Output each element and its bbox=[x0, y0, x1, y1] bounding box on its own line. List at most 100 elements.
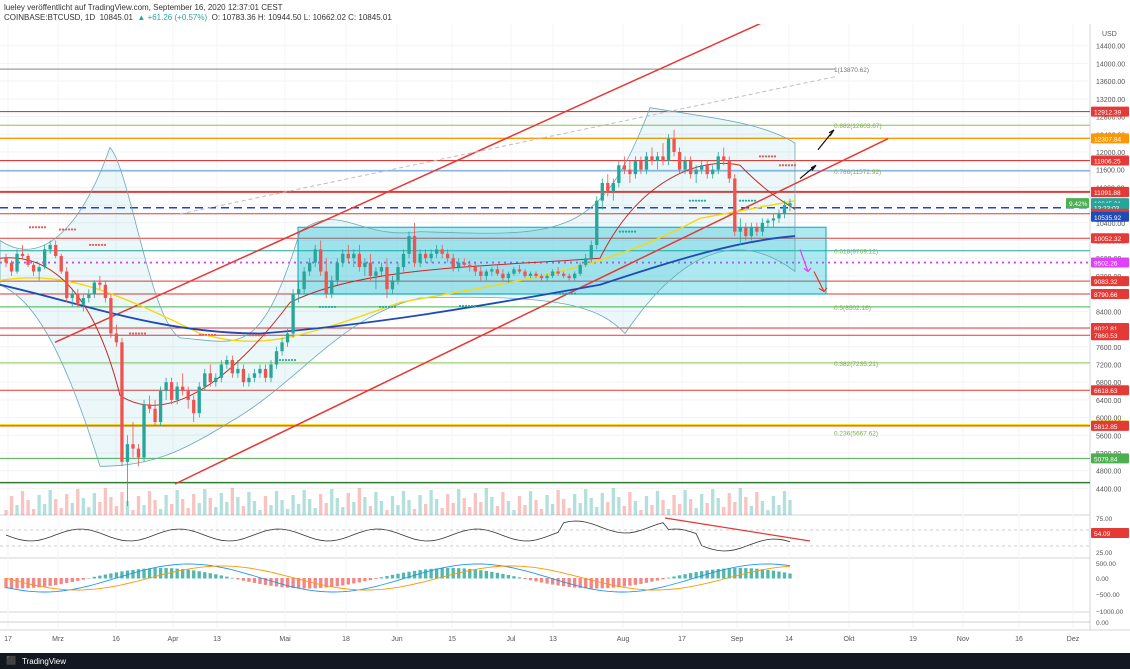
macd-hist bbox=[357, 578, 362, 583]
candle-body bbox=[661, 156, 665, 161]
y-tick-label: 8400.00 bbox=[1096, 309, 1121, 316]
macd-hist bbox=[468, 568, 472, 579]
candle-body bbox=[98, 282, 102, 285]
macd-hist bbox=[175, 568, 179, 579]
brand-label[interactable]: TradingView bbox=[22, 657, 67, 666]
macd-hist bbox=[114, 572, 119, 579]
macd-hist bbox=[147, 568, 152, 579]
candle-body bbox=[517, 269, 522, 272]
volume-bar bbox=[186, 508, 190, 515]
candle-body bbox=[446, 253, 450, 259]
volume-bar bbox=[390, 496, 395, 515]
volume-bar bbox=[37, 495, 41, 515]
macd-hist bbox=[434, 568, 439, 579]
macd-hist bbox=[203, 572, 207, 579]
x-tick-label: 14 bbox=[785, 636, 793, 643]
candle-body bbox=[744, 227, 748, 237]
symbol-name[interactable]: COINBASE:BTCUSD, 1D bbox=[4, 13, 96, 22]
sar-dot bbox=[470, 304, 474, 308]
candle-body bbox=[131, 444, 135, 449]
price-tag bbox=[1091, 420, 1129, 431]
macd-hist bbox=[722, 568, 726, 579]
candle-body bbox=[738, 227, 742, 232]
macd-hist bbox=[490, 571, 494, 579]
candle-body bbox=[639, 160, 643, 170]
macd-hist bbox=[550, 578, 555, 585]
volume-bar bbox=[247, 492, 251, 515]
macd-hist bbox=[70, 578, 74, 583]
y-tick-label: 10400.00 bbox=[1096, 221, 1125, 228]
volume-bar bbox=[153, 500, 157, 515]
price-tag-text: 12912.39 bbox=[1094, 110, 1121, 117]
volume-bar bbox=[175, 490, 179, 515]
candle-body bbox=[556, 271, 560, 274]
candle-body bbox=[153, 408, 157, 423]
candle-body bbox=[59, 256, 63, 272]
y-tick-label: 6800.00 bbox=[1096, 380, 1121, 387]
macd-hist bbox=[760, 569, 765, 579]
price-chart[interactable]: 1(13870.62) 0.882(12603.67) 0.786(11572.92… bbox=[0, 24, 1130, 653]
macd-hist bbox=[694, 572, 698, 579]
candle-body bbox=[688, 160, 693, 175]
volume-bar bbox=[76, 489, 80, 515]
volume-bar bbox=[131, 510, 135, 515]
candle-body bbox=[285, 333, 290, 343]
volume-bar bbox=[633, 501, 638, 515]
macd-hist bbox=[639, 578, 643, 584]
price-tag-text: 11091.88 bbox=[1094, 190, 1121, 197]
y-tick-label: 6000.00 bbox=[1096, 416, 1121, 423]
volume-bar bbox=[258, 510, 262, 515]
volume-bar bbox=[771, 496, 776, 515]
macd-hist bbox=[429, 568, 433, 579]
candle-body bbox=[363, 262, 367, 268]
volume-bar bbox=[252, 501, 257, 515]
candle-body bbox=[241, 368, 246, 383]
sar-dot bbox=[773, 155, 777, 158]
volume-bar bbox=[241, 506, 246, 515]
macd-hist bbox=[672, 576, 676, 579]
macd-hist bbox=[711, 569, 715, 579]
macd-hist bbox=[368, 578, 373, 581]
sar-dot bbox=[91, 243, 95, 247]
macd-hist bbox=[606, 578, 610, 589]
volume-bar bbox=[412, 509, 417, 515]
candle-body bbox=[650, 156, 654, 161]
volume-bar bbox=[539, 509, 544, 515]
sar-dot bbox=[750, 199, 754, 202]
candle-body bbox=[473, 267, 477, 272]
sar-dot bbox=[688, 199, 692, 202]
volume-bar bbox=[650, 505, 654, 515]
candle-body bbox=[589, 244, 593, 259]
volume-bar bbox=[158, 509, 163, 515]
osc-tick: −1000.00 bbox=[1096, 609, 1124, 616]
candle-body bbox=[733, 178, 737, 232]
candle-body bbox=[711, 169, 715, 175]
sar-dot bbox=[73, 228, 77, 231]
volume-bar bbox=[81, 498, 85, 515]
x-tick-label: Apr bbox=[168, 636, 180, 643]
volume-bar bbox=[379, 501, 384, 515]
volume-bar bbox=[330, 489, 334, 515]
sar-dot bbox=[621, 230, 625, 233]
y-tick-label: 5600.00 bbox=[1096, 433, 1121, 440]
candle-body bbox=[20, 253, 25, 257]
rsi-line bbox=[5, 520, 791, 552]
macd-hist bbox=[109, 573, 113, 579]
candle-body bbox=[401, 253, 406, 268]
candle-body bbox=[672, 138, 676, 152]
volume-bar bbox=[573, 494, 577, 515]
x-tick-label: Aug bbox=[617, 636, 630, 643]
candle-body bbox=[722, 156, 726, 161]
volume-bar bbox=[346, 493, 350, 515]
y-tick-label: 6400.00 bbox=[1096, 398, 1121, 405]
candle-body bbox=[766, 220, 770, 223]
candle-body bbox=[523, 271, 527, 276]
y-tick-label: 12800.00 bbox=[1096, 115, 1125, 122]
price-tag-text: 7860.53 bbox=[1094, 333, 1118, 340]
y-tick-label: 4800.00 bbox=[1096, 469, 1121, 476]
volume-bar bbox=[169, 504, 174, 515]
candle-body bbox=[595, 200, 599, 245]
y-tick-label: 14400.00 bbox=[1096, 44, 1125, 51]
candle-body bbox=[622, 165, 627, 170]
candle-body bbox=[203, 373, 207, 387]
